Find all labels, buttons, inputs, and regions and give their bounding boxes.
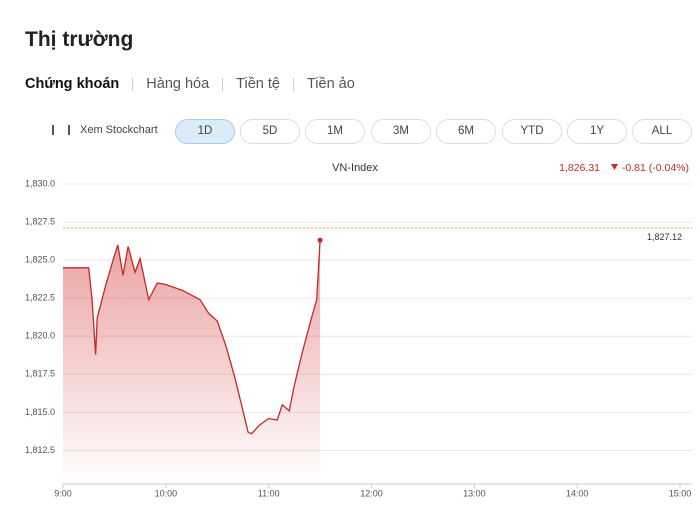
range-button[interactable]: ALL	[632, 119, 692, 144]
tab[interactable]: Tiền ảo	[306, 76, 355, 92]
line	[63, 240, 321, 435]
y-tick-label: 1,817.5	[25, 369, 55, 379]
y-tick-label: 1,820.0	[25, 331, 55, 341]
reference-label: 1,827.12	[647, 232, 682, 242]
change: -0.81 (-0.04%)	[622, 162, 689, 174]
x-tick-label: 10:00	[155, 488, 178, 498]
tab[interactable]: Tiền tệ	[236, 76, 280, 92]
range-button[interactable]: 5D	[240, 119, 300, 144]
tab[interactable]: Chứng khoán	[25, 76, 120, 92]
last-point	[317, 237, 323, 243]
x-tick-label: 9:00	[54, 488, 72, 498]
y-tick-label: 1,827.5	[25, 216, 55, 226]
page-title: Thị trường	[25, 28, 134, 51]
x-tick-label: 12:00	[360, 488, 383, 498]
x-tick-label: 15:00	[669, 488, 692, 498]
tabs: Chứng khoán Hàng hóa Tiền tệ Tiền ảo	[25, 76, 355, 92]
chart-title: VN-Index	[332, 162, 378, 174]
area	[63, 240, 321, 484]
y-tick-label: 1,822.5	[25, 293, 55, 303]
y-tick-label: 1,812.5	[25, 445, 55, 455]
link-text[interactable]: Xem Stockchart	[80, 124, 158, 136]
range-button[interactable]: 3M	[371, 119, 431, 144]
y-tick-label: 1,815.0	[25, 407, 55, 417]
x-tick-label: 14:00	[566, 488, 589, 498]
x-tick-label: 11:00	[258, 488, 280, 498]
stockchart-link[interactable]: Xem Stockchart	[52, 124, 158, 136]
x-tick-label: 13:00	[463, 488, 486, 498]
range-button[interactable]: 6M	[436, 119, 496, 144]
y-tick-label: 1,830.0	[25, 178, 55, 188]
range-button[interactable]: YTD	[502, 119, 562, 144]
range-button[interactable]: 1Y	[567, 119, 627, 144]
range-button[interactable]: 1D	[175, 119, 235, 144]
range-button[interactable]: 1M	[305, 119, 365, 144]
y-tick-label: 1,825.0	[25, 255, 55, 265]
tab[interactable]: Hàng hóa	[146, 76, 210, 92]
last-value: 1,826.31	[559, 162, 600, 174]
